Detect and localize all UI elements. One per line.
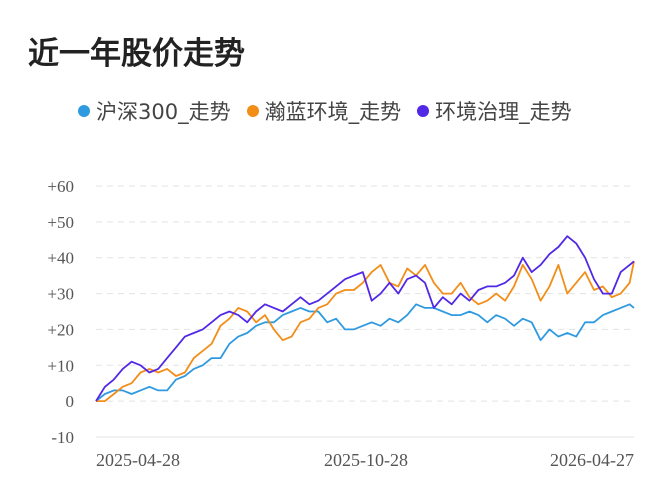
legend-label-hs300: 沪深300_走势 xyxy=(96,100,231,124)
legend-dot-hanlan xyxy=(246,105,259,117)
x-tick-label: 2025-10-28 xyxy=(324,450,408,470)
series-line-1[interactable] xyxy=(96,261,635,403)
series-line-0[interactable] xyxy=(95,303,635,402)
y-tick-label: +20 xyxy=(47,320,74,339)
chart-title: 近一年股价走势 xyxy=(28,36,245,72)
y-tick-label: +60 xyxy=(47,177,74,196)
x-tick-label: 2025-04-28 xyxy=(96,450,180,470)
series-line-2[interactable] xyxy=(95,235,635,402)
x-tick-label: 2026-04-27 xyxy=(550,450,634,470)
legend-label-hanlan: 瀚蓝环境_走势 xyxy=(264,100,402,124)
y-tick-label: +10 xyxy=(47,356,74,375)
legend-dot-hs300 xyxy=(78,105,90,117)
legend-label-env-gov: 环境治理_走势 xyxy=(435,100,572,124)
legend-item-env-gov[interactable]: 环境治理_走势 xyxy=(417,96,572,126)
legend-item-hs300[interactable]: 沪深300_走势 xyxy=(78,96,231,126)
legend-dot-env-gov xyxy=(417,105,430,117)
y-tick-label: 0 xyxy=(66,392,75,411)
y-tick-label: +30 xyxy=(47,285,74,304)
y-tick-label: +40 xyxy=(47,249,74,268)
legend: 沪深300_走势 瀚蓝环境_走势 环境治理_走势 xyxy=(78,96,588,126)
y-tick-label: +50 xyxy=(47,213,74,232)
legend-item-hanlan[interactable]: 瀚蓝环境_走势 xyxy=(246,96,402,126)
y-tick-label: -10 xyxy=(51,428,74,447)
